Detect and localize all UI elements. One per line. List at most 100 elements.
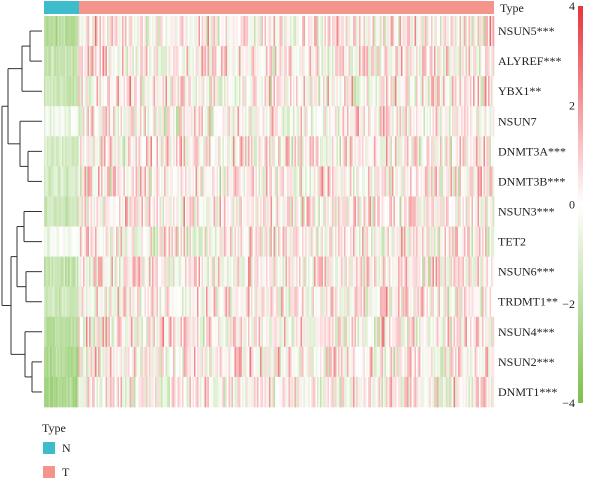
heatmap-cell bbox=[344, 106, 346, 137]
heatmap-cell bbox=[279, 226, 282, 257]
heatmap-cell bbox=[348, 76, 351, 107]
heatmap-cell bbox=[488, 166, 490, 197]
heatmap-cell bbox=[176, 226, 178, 257]
heatmap-cell bbox=[45, 166, 48, 197]
heatmap-cell bbox=[453, 166, 456, 197]
heatmap-cell bbox=[426, 256, 429, 288]
heatmap-cell bbox=[215, 106, 217, 137]
heatmap-cell bbox=[183, 136, 186, 167]
heatmap-cell bbox=[363, 166, 366, 197]
heatmap-cell bbox=[381, 46, 384, 77]
heatmap-cell bbox=[152, 106, 154, 137]
heatmap-cell bbox=[77, 286, 79, 318]
heatmap-cell bbox=[111, 76, 114, 107]
heatmap-cell bbox=[207, 346, 210, 378]
heatmap-cell bbox=[324, 136, 327, 167]
heatmap-cell bbox=[125, 226, 127, 257]
heatmap-cell bbox=[129, 16, 132, 47]
heatmap-cell bbox=[201, 256, 204, 288]
heatmap-cell bbox=[471, 106, 474, 137]
heatmap-cell bbox=[401, 46, 403, 77]
heatmap-cell bbox=[51, 196, 54, 227]
heatmap-cell bbox=[300, 76, 303, 107]
heatmap-cell bbox=[95, 316, 97, 348]
heatmap-cell bbox=[318, 136, 321, 167]
heatmap-cell bbox=[71, 316, 73, 348]
heatmap-cell bbox=[335, 316, 337, 348]
heatmap-cell bbox=[107, 166, 109, 197]
heatmap-cell bbox=[300, 316, 303, 348]
heatmap-cell bbox=[354, 256, 357, 288]
heatmap-cell bbox=[167, 316, 169, 348]
heatmap-cell bbox=[300, 196, 303, 227]
heatmap-cell bbox=[479, 226, 481, 257]
heatmap-cell bbox=[456, 46, 459, 77]
heatmap-cell bbox=[411, 376, 414, 408]
heatmap-cell bbox=[465, 196, 468, 227]
heatmap-cell bbox=[345, 16, 348, 47]
heatmap-cell bbox=[152, 76, 154, 107]
heatmap-cell bbox=[425, 346, 427, 378]
heatmap-cell bbox=[387, 136, 390, 167]
heatmap-cell bbox=[330, 286, 333, 318]
heatmap-cell bbox=[446, 76, 448, 107]
heatmap-cell bbox=[402, 16, 405, 47]
heatmap-cell bbox=[488, 46, 490, 77]
heatmap-cell bbox=[431, 316, 433, 348]
heatmap-cell bbox=[164, 226, 166, 257]
heatmap-cell bbox=[357, 376, 360, 408]
heatmap-cell bbox=[380, 256, 382, 288]
heatmap-cell bbox=[389, 316, 391, 348]
heatmap-cell bbox=[153, 376, 156, 408]
heatmap-cell bbox=[461, 226, 463, 257]
heatmap-cell bbox=[236, 256, 238, 288]
heatmap-cell bbox=[429, 16, 432, 47]
heatmap-cell bbox=[276, 316, 279, 348]
heatmap-cell bbox=[293, 376, 295, 408]
heatmap-cell bbox=[446, 256, 448, 288]
heatmap-cell bbox=[216, 316, 219, 348]
heatmap-cell bbox=[372, 166, 375, 197]
heatmap-cell bbox=[83, 166, 85, 197]
heatmap-cell bbox=[69, 286, 72, 318]
heatmap-cell bbox=[485, 226, 487, 257]
heatmap-cell bbox=[281, 226, 283, 257]
heatmap-cell bbox=[422, 166, 424, 197]
heatmap-cell bbox=[302, 376, 304, 408]
heatmap-cell bbox=[366, 346, 369, 378]
heatmap-cell bbox=[342, 166, 345, 197]
heatmap-cell bbox=[132, 256, 135, 288]
heatmap-cell bbox=[252, 106, 255, 137]
heatmap-cell bbox=[305, 376, 307, 408]
heatmap-cell bbox=[224, 16, 226, 47]
heatmap-cell bbox=[101, 166, 103, 197]
heatmap-cell bbox=[86, 226, 88, 257]
heatmap-cell bbox=[48, 76, 51, 107]
heatmap-cell bbox=[80, 346, 82, 378]
heatmap-cell bbox=[128, 106, 130, 137]
heatmap-cell bbox=[485, 256, 487, 288]
heatmap-cell bbox=[381, 76, 384, 107]
heatmap-cell bbox=[96, 166, 99, 197]
heatmap-cell bbox=[263, 196, 265, 227]
heatmap-cell bbox=[167, 226, 169, 257]
heatmap-cell bbox=[101, 286, 103, 318]
heatmap-cell bbox=[386, 316, 388, 348]
heatmap-cell bbox=[188, 226, 190, 257]
heatmap-cell bbox=[296, 46, 298, 77]
heatmap-cell bbox=[189, 16, 192, 47]
heatmap-cell bbox=[114, 166, 117, 197]
heatmap-cell bbox=[66, 166, 69, 197]
heatmap-cell bbox=[363, 106, 366, 137]
heatmap-cell bbox=[290, 286, 292, 318]
heatmap-cell bbox=[48, 46, 51, 77]
heatmap-cell bbox=[179, 166, 181, 197]
heatmap-cell bbox=[414, 196, 417, 227]
heatmap-cell bbox=[291, 376, 294, 408]
heatmap-cell bbox=[419, 46, 421, 77]
heatmap-cell bbox=[431, 16, 433, 47]
heatmap-cell bbox=[212, 46, 214, 77]
heatmap-cell bbox=[137, 76, 139, 107]
heatmap-cell bbox=[204, 256, 207, 288]
heatmap-cell bbox=[44, 76, 46, 107]
